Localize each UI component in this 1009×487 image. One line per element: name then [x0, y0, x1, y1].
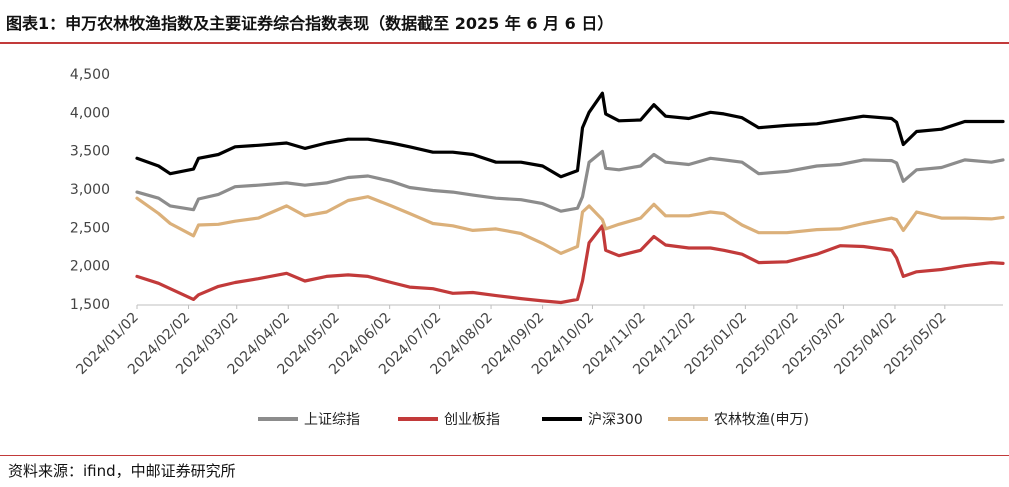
y-tick-label: 2,500	[70, 220, 110, 236]
y-tick-label: 4,500	[70, 67, 110, 83]
legend-label: 沪深300	[588, 412, 643, 428]
legend-label: 创业板指	[444, 412, 500, 428]
y-tick-label: 2,000	[70, 259, 110, 275]
series-line-3	[135, 91, 1005, 179]
y-tick-label: 4,000	[70, 105, 110, 121]
legend-label: 上证综指	[304, 412, 360, 428]
title-divider	[0, 42, 1009, 44]
legend-label: 农林牧渔(申万)	[714, 412, 809, 428]
series-line-2	[135, 224, 1005, 305]
series-line-4	[135, 195, 1005, 255]
y-tick-label: 3,000	[70, 182, 110, 198]
y-tick-label: 3,500	[70, 144, 110, 160]
series-line-1	[135, 149, 1005, 213]
chart-title: 图表1：申万农林牧渔指数及主要证券综合指数表现（数据截至 2025 年 6 月 …	[6, 14, 614, 33]
footer-divider	[0, 455, 1009, 456]
y-tick-label: 1,500	[70, 297, 110, 313]
source-note: 资料来源：ifind，中邮证券研究所	[8, 462, 236, 480]
